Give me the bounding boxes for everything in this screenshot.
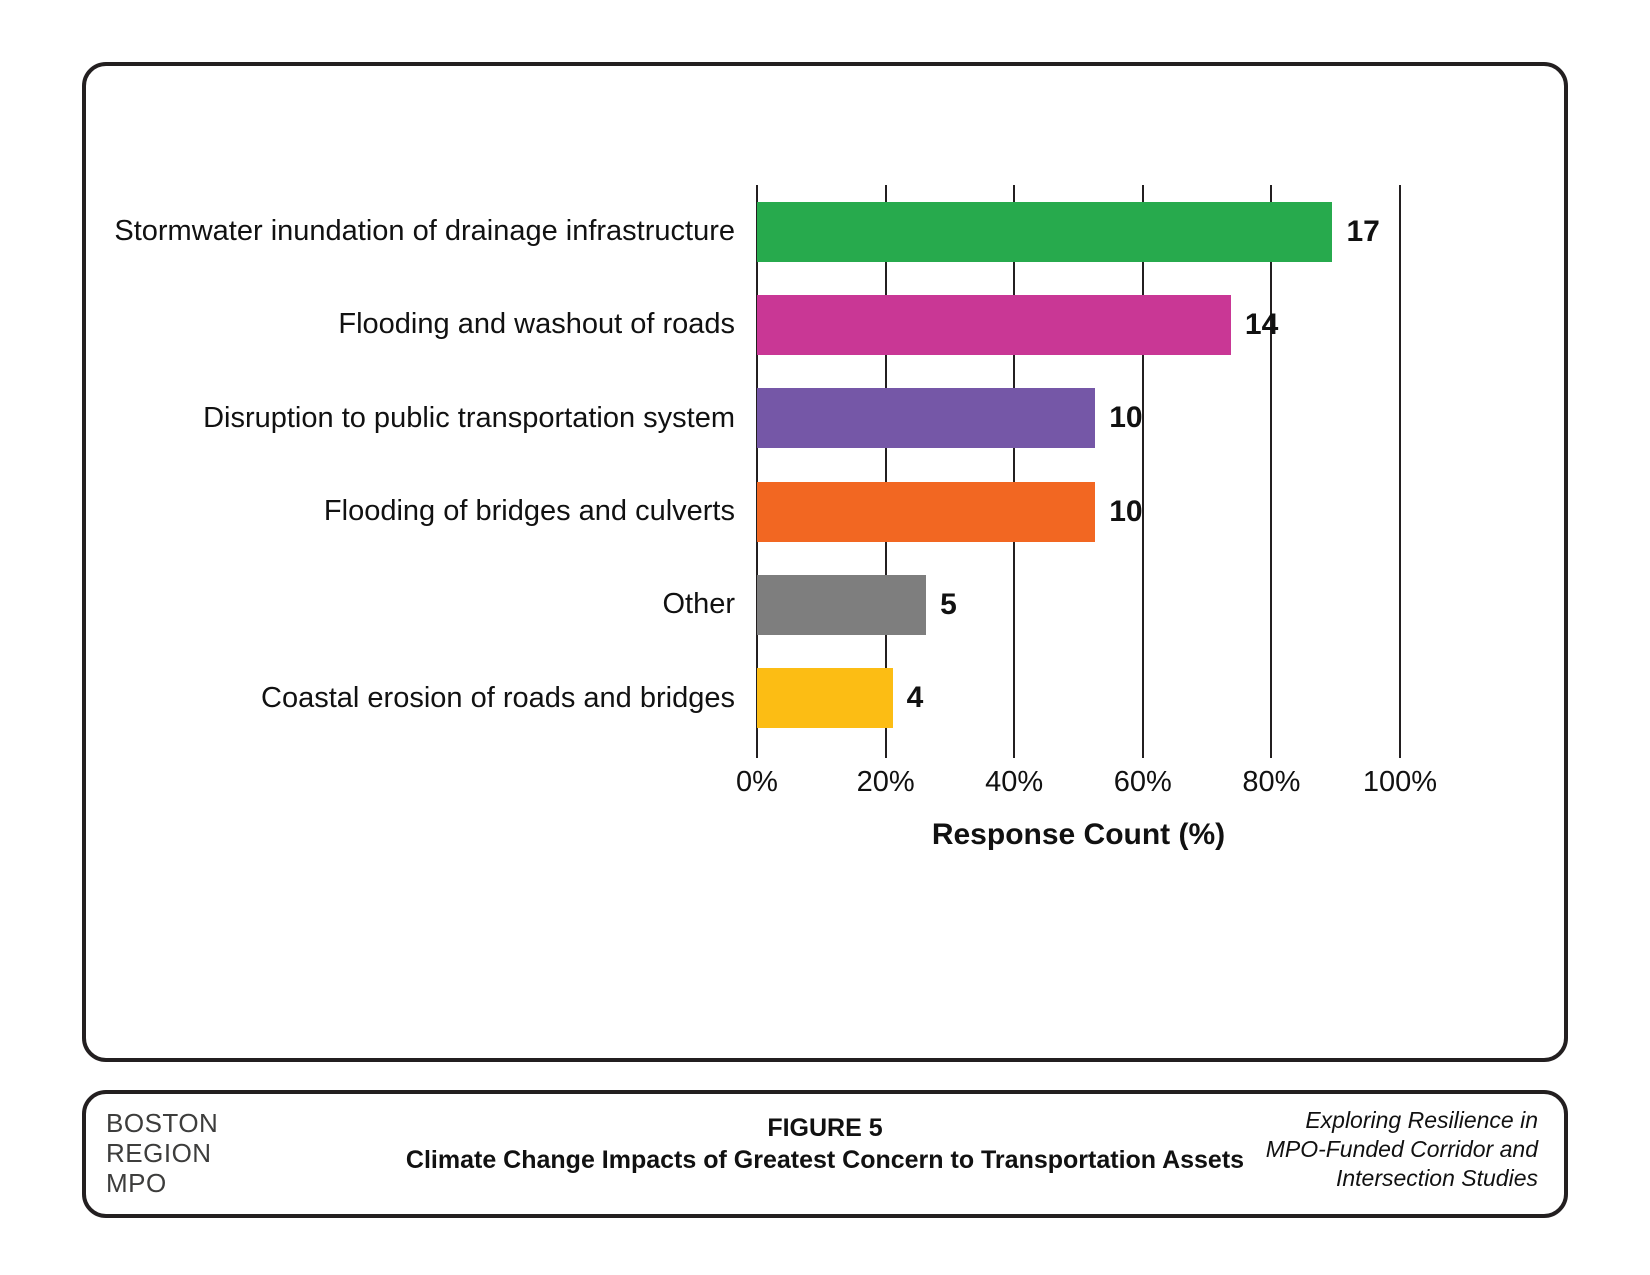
bar [757,201,1333,262]
chart-row: Stormwater inundation of drainage infras… [86,185,1564,278]
study-title-line: Exploring Resilience in [1305,1107,1538,1133]
x-axis-title: Response Count (%) [931,818,1226,851]
bar [757,574,927,635]
x-tick-label: 80% [1242,766,1301,798]
study-title: Exploring Resilience in MPO-Funded Corri… [1266,1106,1538,1193]
study-title-line: MPO-Funded Corridor and [1265,1136,1538,1162]
figure-caption: FIGURE 5 Climate Change Impacts of Great… [86,1112,1564,1176]
x-gridline [884,185,887,758]
x-gridline [1141,185,1144,758]
x-tick-label: 100% [1362,766,1438,798]
x-gridline [1399,185,1401,758]
chart-row: Flooding of bridges and culverts 10 [86,465,1564,558]
x-tick-label: 60% [1113,766,1172,798]
category-label: Flooding of bridges and culverts [323,495,735,528]
logo-line: BOSTON [106,1108,219,1138]
bar [757,388,1096,449]
figure-number: FIGURE 5 [767,1114,883,1142]
x-gridline [756,185,758,758]
x-gridline [1013,185,1016,758]
boston-region-mpo-logo: BOSTON REGION MPO [106,1108,218,1198]
bar-chart: Response Count (%) 0% 20% 40% 60% 80% 100% Sto… [86,66,1564,1058]
bar-value-label: 4 [906,681,924,715]
chart-frame: Response Count (%) 0% 20% 40% 60% 80% 100% Sto… [82,62,1568,1062]
category-label: Stormwater inundation of drainage infras… [114,215,735,248]
chart-row: Disruption to public transportation syst… [86,372,1564,465]
bar-value-label: 10 [1109,494,1143,528]
x-tick-label: 0% [736,766,778,798]
category-label: Coastal erosion of roads and bridges [261,681,735,714]
chart-row: Other 5 [86,558,1564,651]
chart-row: Coastal erosion of roads and bridges 4 [86,652,1564,745]
bar-value-label: 5 [940,587,957,621]
bar-value-label: 17 [1346,214,1380,248]
bar [757,481,1096,542]
bar [757,294,1231,355]
logo-line: REGION [106,1138,212,1168]
category-label: Flooding and washout of roads [338,308,735,341]
bar [757,668,893,729]
bar-value-label: 10 [1109,401,1143,435]
figure-title: Climate Change Impacts of Greatest Conce… [405,1146,1245,1174]
x-gridline [1270,185,1273,758]
category-label: Disruption to public transportation syst… [203,401,735,434]
x-tick-label: 40% [985,766,1044,798]
bar-value-label: 14 [1244,307,1279,341]
logo-line: MPO [106,1168,167,1198]
footer-frame: BOSTON REGION MPO FIGURE 5 Climate Chang… [82,1090,1568,1218]
chart-row: Flooding and washout of roads 14 [86,278,1564,371]
x-tick-label: 20% [856,766,915,798]
category-label: Other [662,588,735,621]
study-title-line: Intersection Studies [1335,1165,1538,1191]
